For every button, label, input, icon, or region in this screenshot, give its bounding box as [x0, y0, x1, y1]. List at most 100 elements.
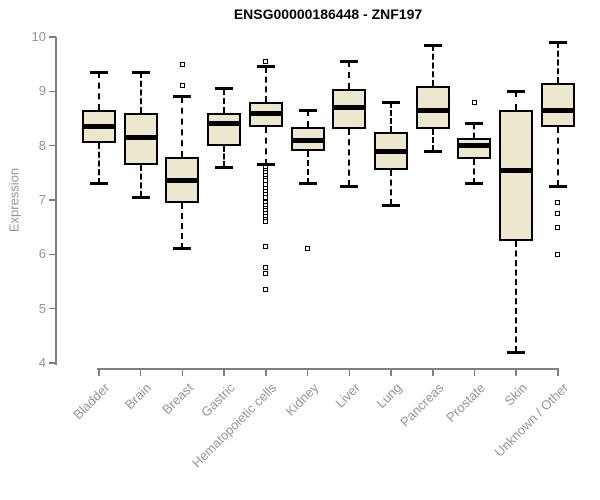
whisker-cap-bottom — [423, 149, 442, 153]
whisker-upper — [98, 72, 100, 111]
whisker-cap-bottom — [548, 184, 567, 188]
outlier-point — [179, 83, 185, 89]
x-category-label: Unknown / Other — [491, 380, 572, 460]
outlier-point — [555, 251, 561, 257]
whisker-lower — [556, 126, 559, 187]
x-category-label: Gastric — [198, 380, 238, 420]
x-tick — [432, 368, 434, 376]
box — [415, 85, 450, 130]
x-tick — [390, 368, 392, 376]
y-tick — [48, 362, 56, 364]
x-tick — [306, 368, 309, 376]
whisker-cap-bottom — [382, 203, 401, 207]
outlier-point — [471, 99, 477, 105]
median-line — [248, 110, 283, 116]
y-tick-label: 10 — [31, 29, 46, 44]
outlier-point — [263, 243, 269, 249]
whisker-lower — [515, 240, 518, 353]
x-category-label: Breast — [158, 380, 197, 418]
x-tick — [223, 368, 225, 376]
whisker-cap-bottom — [298, 182, 317, 186]
box — [499, 110, 534, 241]
y-tick — [48, 253, 56, 256]
median-line — [123, 135, 158, 141]
whisker-cap-top — [131, 70, 150, 74]
whisker-cap-top — [507, 89, 526, 93]
x-category-label: Kidney — [282, 380, 322, 419]
y-tick — [48, 90, 56, 93]
y-tick-label: 9 — [38, 83, 46, 99]
whisker-cap-bottom — [90, 182, 108, 186]
whisker-upper — [556, 42, 559, 84]
whisker-cap-top — [382, 100, 401, 104]
whisker-cap-bottom — [507, 350, 526, 354]
median-line — [540, 107, 575, 113]
whisker-cap-top — [256, 65, 275, 69]
median-line — [290, 137, 325, 143]
x-tick — [515, 368, 517, 376]
whisker-upper — [515, 91, 518, 111]
whisker-cap-bottom — [256, 163, 275, 167]
whisker-cap-top — [423, 43, 442, 47]
box — [540, 83, 575, 127]
whisker-cap-bottom — [173, 247, 192, 251]
outlier-point — [263, 58, 269, 64]
median-line — [82, 124, 116, 130]
x-tick — [181, 368, 184, 376]
x-category-label: Pancreas — [396, 380, 447, 430]
whisker-cap-top — [340, 59, 359, 63]
whisker-cap-top — [215, 87, 234, 91]
y-tick-label: 5 — [38, 300, 46, 316]
y-tick-label: 8 — [38, 137, 46, 153]
whisker-cap-bottom — [131, 195, 150, 199]
whisker-upper — [306, 110, 309, 127]
whisker-lower — [223, 145, 226, 168]
y-tick-label: 6 — [38, 246, 46, 262]
whisker-upper — [264, 66, 267, 103]
median-line — [415, 107, 450, 113]
outlier-point — [555, 200, 561, 206]
whisker-upper — [181, 96, 184, 157]
whisker-upper — [473, 123, 476, 138]
x-tick — [139, 368, 142, 376]
whisker-upper — [348, 61, 351, 89]
outlier-point — [179, 61, 185, 67]
y-tick — [48, 199, 56, 201]
whisker-lower — [473, 159, 476, 184]
x-category-label: Bladder — [70, 380, 113, 423]
whisker-lower — [348, 129, 351, 187]
whisker-cap-top — [298, 108, 317, 112]
chart-title: ENSG00000186448 - ZNF197 — [233, 6, 423, 22]
x-axis-line — [97, 368, 559, 370]
x-category-label: Brain — [122, 380, 155, 413]
whisker-lower — [181, 202, 184, 249]
median-line — [332, 105, 367, 111]
whisker-lower — [390, 170, 393, 206]
median-line — [207, 121, 242, 127]
whisker-cap-top — [90, 70, 108, 74]
whisker-lower — [264, 126, 267, 165]
box — [207, 113, 242, 146]
x-category-label: Prostate — [443, 380, 489, 425]
box — [457, 137, 492, 160]
whisker-lower — [431, 129, 434, 152]
x-tick — [557, 368, 559, 376]
outlier-point — [305, 246, 311, 252]
whisker-lower — [306, 151, 309, 184]
y-tick-label: 7 — [38, 192, 46, 207]
outlier-point — [555, 211, 561, 217]
x-tick — [265, 368, 267, 376]
median-line — [165, 178, 200, 184]
x-tick — [473, 368, 476, 376]
whisker-cap-bottom — [340, 184, 359, 188]
whisker-cap-top — [465, 122, 484, 126]
y-tick — [48, 307, 56, 310]
whisker-upper — [431, 45, 434, 86]
whisker-cap-bottom — [465, 182, 484, 186]
y-tick — [48, 144, 56, 147]
x-tick — [98, 368, 100, 376]
median-line — [457, 143, 492, 149]
outlier-point — [555, 224, 561, 230]
